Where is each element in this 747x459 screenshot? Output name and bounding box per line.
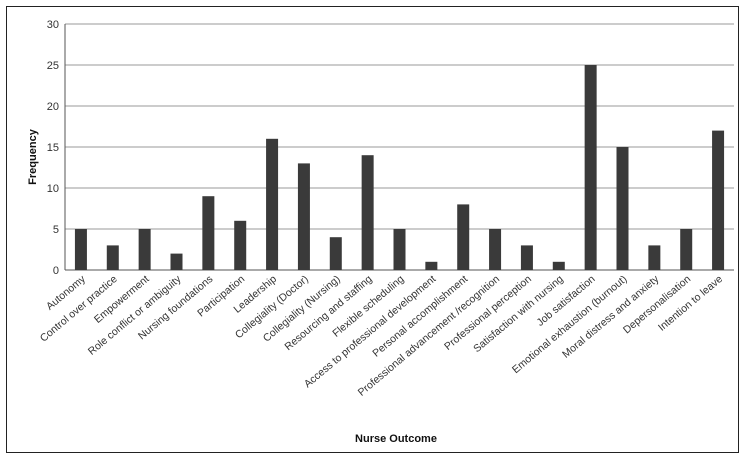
bar <box>489 229 501 270</box>
y-tick-labels: 0 5 10 15 20 25 30 <box>47 19 59 277</box>
y-tick-label: 0 <box>53 265 59 277</box>
y-tick-label: 25 <box>47 60 59 72</box>
bars <box>75 65 724 270</box>
y-tick-label: 30 <box>47 19 59 31</box>
bar <box>680 229 692 270</box>
y-tick-label: 10 <box>47 183 59 195</box>
bar <box>362 155 374 270</box>
bar <box>234 221 246 270</box>
bar <box>75 229 87 270</box>
y-tick-label: 15 <box>47 142 59 154</box>
bar <box>107 245 119 270</box>
x-tick-label: Emotional exhaustion (burnout) <box>510 273 629 376</box>
bar <box>553 262 565 270</box>
y-tick-label: 5 <box>53 224 59 236</box>
bar <box>521 245 533 270</box>
y-axis-title: Frequency <box>27 128 39 185</box>
bar <box>617 147 629 270</box>
bar <box>171 254 183 270</box>
bar <box>330 237 342 270</box>
bar <box>585 65 597 270</box>
bar <box>298 163 310 270</box>
bar <box>712 131 724 270</box>
bar <box>139 229 151 270</box>
x-axis-title: Nurse Outcome <box>355 433 437 445</box>
chart-frame: 0 5 10 15 20 25 30 Autonomy Control over practi… <box>6 6 739 453</box>
bar <box>457 204 469 270</box>
bar <box>648 245 660 270</box>
bar <box>202 196 214 270</box>
y-tick-label: 20 <box>47 101 59 113</box>
bar <box>266 139 278 270</box>
bar <box>425 262 437 270</box>
bar <box>394 229 406 270</box>
gridlines <box>65 24 734 229</box>
